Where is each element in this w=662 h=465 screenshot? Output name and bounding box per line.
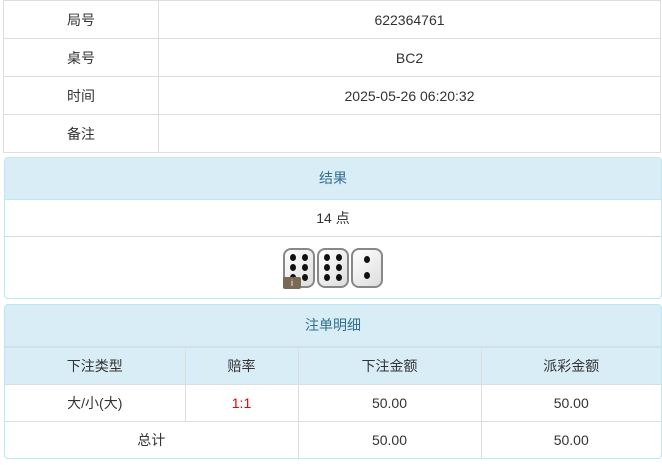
table-id: BC2 bbox=[158, 38, 661, 77]
label: 备注 bbox=[3, 114, 159, 153]
round-info-table: 局号 622364761 桌号 BC2 时间 2025-05-26 06:20:32 … bbox=[3, 0, 661, 153]
payout: 50.00 bbox=[481, 384, 661, 422]
header-amount: 下注金额 bbox=[298, 347, 482, 385]
total-amount: 50.00 bbox=[298, 421, 482, 458]
label: 时间 bbox=[3, 76, 159, 115]
table-header: 下注类型 赔率 下注金额 派彩金额 bbox=[5, 347, 661, 385]
die-pip bbox=[301, 253, 308, 261]
bet-table: 下注类型 赔率 下注金额 派彩金额 大/小(大) 1:1 50.00 50.00… bbox=[5, 347, 661, 458]
row-remark: 备注 bbox=[3, 114, 661, 153]
row-time: 时间 2025-05-26 06:20:32 bbox=[3, 76, 661, 115]
label: 局号 bbox=[3, 0, 159, 39]
die-6: i bbox=[283, 247, 315, 289]
header-odds: 赔率 bbox=[185, 347, 299, 385]
bet-amount: 50.00 bbox=[298, 384, 482, 422]
info-icon[interactable]: i bbox=[283, 276, 301, 289]
die-pip bbox=[324, 253, 331, 261]
header-bet-type: 下注类型 bbox=[5, 347, 186, 385]
total-payout: 50.00 bbox=[481, 421, 661, 458]
die-pip bbox=[335, 274, 342, 282]
die-pip bbox=[324, 274, 331, 282]
total-label: 总计 bbox=[5, 421, 299, 458]
header-payout: 派彩金额 bbox=[481, 347, 661, 385]
die-pip bbox=[364, 271, 370, 279]
die-pip bbox=[290, 264, 297, 271]
result-points: 14 点 bbox=[5, 200, 661, 237]
die-6 bbox=[317, 247, 349, 288]
remark bbox=[158, 114, 661, 153]
total-row: 总计 50.00 50.00 bbox=[5, 421, 661, 458]
die-2 bbox=[351, 247, 383, 288]
die-pip bbox=[335, 253, 342, 261]
row-table-id: 桌号 BC2 bbox=[3, 38, 661, 77]
result-panel: 结果 14 点 i bbox=[4, 157, 662, 299]
die-pip bbox=[364, 256, 370, 264]
round-id: 622364761 bbox=[158, 0, 661, 39]
bet-details-title: 注单明细 bbox=[5, 305, 661, 347]
dice-row: i bbox=[5, 237, 661, 298]
odds: 1:1 bbox=[185, 384, 299, 422]
label: 桌号 bbox=[3, 38, 159, 77]
bet-details-panel: 注单明细 下注类型 赔率 下注金额 派彩金额 大/小(大) 1:1 50.00 … bbox=[4, 304, 662, 459]
result-title: 结果 bbox=[5, 158, 661, 200]
bet-type: 大/小(大) bbox=[5, 384, 186, 422]
die-pip bbox=[335, 264, 342, 271]
die-pip bbox=[324, 264, 331, 271]
time: 2025-05-26 06:20:32 bbox=[158, 76, 661, 115]
die-pip bbox=[301, 264, 308, 271]
row-round-id: 局号 622364761 bbox=[3, 0, 661, 39]
die-pip bbox=[301, 274, 308, 282]
die-pip bbox=[290, 253, 297, 261]
table-row: 大/小(大) 1:1 50.00 50.00 bbox=[5, 384, 661, 422]
